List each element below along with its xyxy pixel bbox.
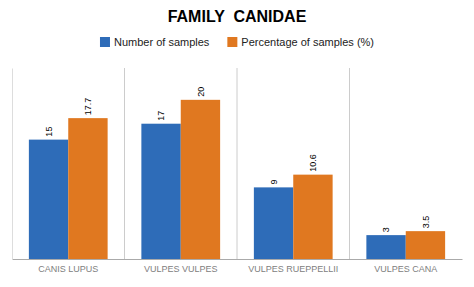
legend-label: Percentage of samples (%) bbox=[241, 36, 374, 48]
data-label: 15 bbox=[44, 127, 54, 137]
x-tick-label: VULPES CANA bbox=[374, 264, 437, 274]
group-divider bbox=[124, 68, 125, 259]
bar bbox=[254, 187, 293, 259]
data-label: 17 bbox=[156, 111, 166, 121]
group-divider bbox=[349, 68, 350, 259]
x-tick-label: VULPES VULPES bbox=[144, 264, 218, 274]
bar bbox=[29, 140, 68, 259]
x-tick: VULPES CANA bbox=[374, 259, 437, 274]
x-tick-label: VULPES RUEPPELLII bbox=[248, 264, 338, 274]
bar bbox=[406, 231, 445, 259]
bar bbox=[68, 118, 107, 259]
legend-item: Percentage of samples (%) bbox=[227, 36, 374, 48]
bar bbox=[293, 175, 332, 259]
x-axis: CANIS LUPUS VULPES VULPES VULPES RUEPPELLI… bbox=[13, 259, 463, 274]
x-tick: CANIS LUPUS bbox=[38, 259, 98, 274]
legend-label: Number of samples bbox=[114, 36, 210, 48]
chart: FAMILY CANIDAE Number of samples Percentag… bbox=[0, 0, 474, 287]
x-tick: VULPES VULPES bbox=[144, 259, 218, 274]
data-label: 17.7 bbox=[83, 98, 93, 116]
data-label: 10.6 bbox=[308, 154, 318, 172]
y-axis-line bbox=[12, 69, 13, 260]
plot: 15 17 9 3 17.7 20 10.6 3.5 CANIS LUPUS VULPES VUL… bbox=[13, 68, 463, 274]
x-axis-line bbox=[13, 259, 463, 260]
x-tick-label: CANIS LUPUS bbox=[38, 264, 98, 274]
legend-swatch bbox=[100, 37, 110, 47]
legend-swatch bbox=[227, 37, 237, 47]
y-axis bbox=[12, 69, 13, 260]
legend: Number of samples Percentage of samples (… bbox=[100, 36, 374, 48]
bar bbox=[366, 235, 405, 259]
data-label: 9 bbox=[269, 179, 279, 184]
data-label: 3 bbox=[381, 227, 391, 232]
bar bbox=[141, 124, 180, 259]
data-label: 20 bbox=[196, 87, 206, 97]
bars bbox=[29, 100, 445, 259]
title: FAMILY CANIDAE bbox=[168, 8, 307, 25]
bar bbox=[181, 100, 220, 259]
legend-item: Number of samples bbox=[100, 36, 210, 48]
data-label: 3.5 bbox=[421, 216, 431, 229]
data-labels: 15 17 9 3 17.7 20 10.6 3.5 bbox=[44, 87, 431, 232]
group-divider bbox=[237, 68, 238, 259]
x-tick: VULPES RUEPPELLII bbox=[248, 259, 338, 274]
